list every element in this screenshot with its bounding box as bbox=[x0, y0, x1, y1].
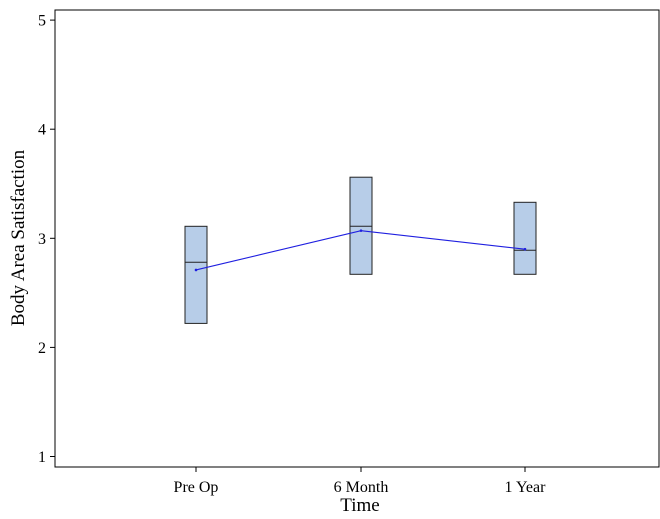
x-tick-label-0: Pre Op bbox=[174, 479, 219, 496]
y-tick-label-1: 2 bbox=[38, 340, 46, 357]
y-tick-label-3: 4 bbox=[38, 122, 46, 139]
mean-point-2 bbox=[523, 247, 527, 251]
y-tick-label-0: 1 bbox=[38, 449, 46, 466]
box-series bbox=[184, 176, 537, 324]
mean-line-series bbox=[194, 229, 527, 272]
box-1 bbox=[349, 176, 373, 275]
box-0 bbox=[184, 225, 208, 324]
box-2 bbox=[513, 201, 537, 275]
x-tick-label-1: 6 Month bbox=[334, 479, 389, 496]
y-tick-label-2: 3 bbox=[38, 231, 46, 248]
y-axis: 1 2 3 4 5 bbox=[38, 13, 55, 466]
y-axis-title: Body Area Satisfaction bbox=[8, 149, 29, 326]
y-tick-label-4: 5 bbox=[38, 13, 46, 30]
x-tick-label-2: 1 Year bbox=[505, 479, 547, 496]
mean-point-0 bbox=[194, 268, 198, 272]
x-axis: Pre Op 6 Month 1 Year bbox=[174, 467, 547, 496]
mean-point-1 bbox=[359, 229, 363, 232]
x-axis-title: Time bbox=[340, 495, 379, 516]
